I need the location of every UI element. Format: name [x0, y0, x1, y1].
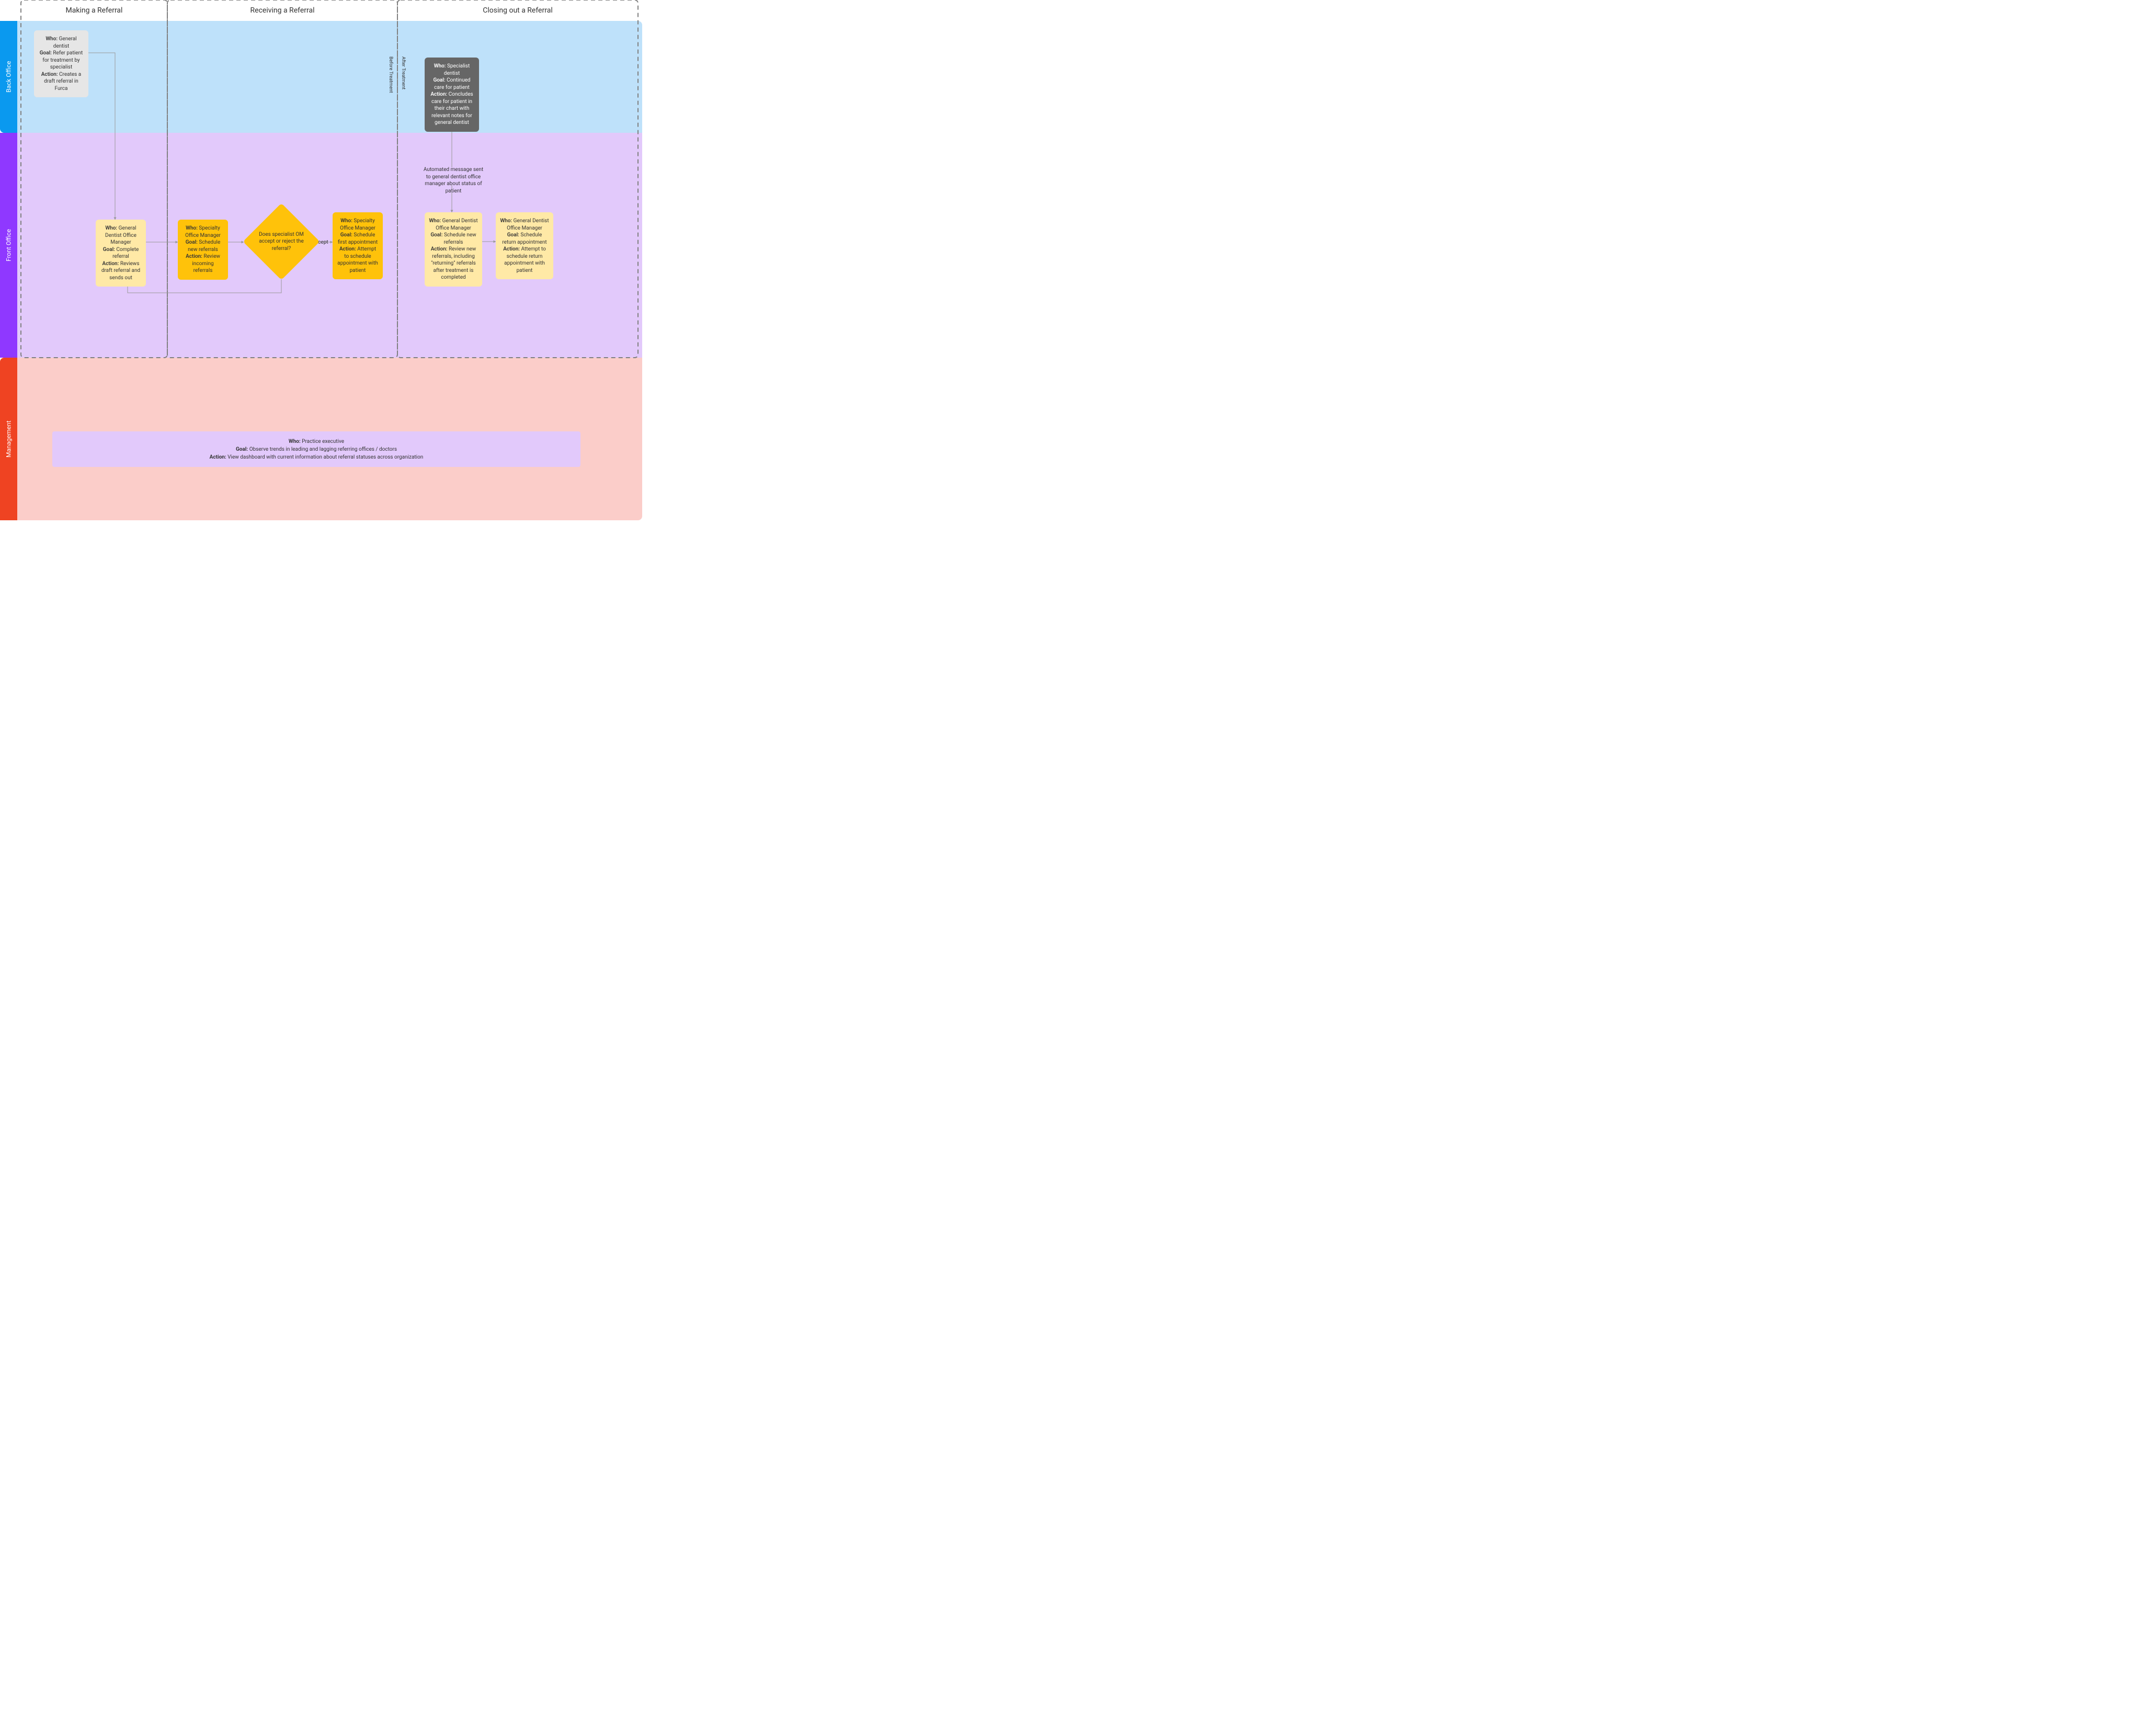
- decision-text: Does specialist OM accept or reject the …: [249, 214, 314, 269]
- lane-tab-management: Management: [0, 358, 17, 520]
- lane-tab-front-office: Front Office: [0, 133, 17, 358]
- label-after-treatment: After Treatment: [401, 56, 406, 89]
- automation-message: Automated message sent to general dentis…: [423, 166, 484, 195]
- phase-header-closing: Closing out a Referral: [397, 0, 638, 21]
- lane-label-text: Back Office: [5, 61, 13, 93]
- process-node: Who: General dentistGoal: Refer patient …: [34, 30, 88, 97]
- process-node: Who: Specialty Office ManagerGoal: Sched…: [178, 220, 228, 280]
- phase-header-making: Making a Referral: [21, 0, 167, 21]
- phase-title: Closing out a Referral: [483, 6, 552, 15]
- phase-header-receiving: Receiving a Referral: [167, 0, 397, 21]
- process-node: Who: Specialist dentistGoal: Continued c…: [425, 58, 479, 132]
- process-node: Who: General Dentist Office ManagerGoal:…: [425, 212, 482, 287]
- label-before-treatment: Before Treatment: [388, 56, 393, 93]
- phase-title: Making a Referral: [66, 6, 123, 15]
- lane-label-text: Front Office: [5, 229, 13, 261]
- lane-label-text: Management: [5, 420, 13, 458]
- decision-node: Does specialist OM accept or reject the …: [254, 214, 309, 269]
- process-node: Who: General Dentist Office ManagerGoal:…: [496, 212, 553, 279]
- process-node: Who: Specialty Office ManagerGoal: Sched…: [333, 212, 383, 279]
- process-node-wide: Who: Practice executiveGoal: Observe tre…: [52, 431, 580, 467]
- phase-title: Receiving a Referral: [250, 6, 315, 15]
- process-node: Who: General Dentist Office ManagerGoal:…: [96, 220, 146, 287]
- lane-tab-back-office: Back Office: [0, 21, 17, 133]
- lane-bg-back-office: [17, 21, 642, 133]
